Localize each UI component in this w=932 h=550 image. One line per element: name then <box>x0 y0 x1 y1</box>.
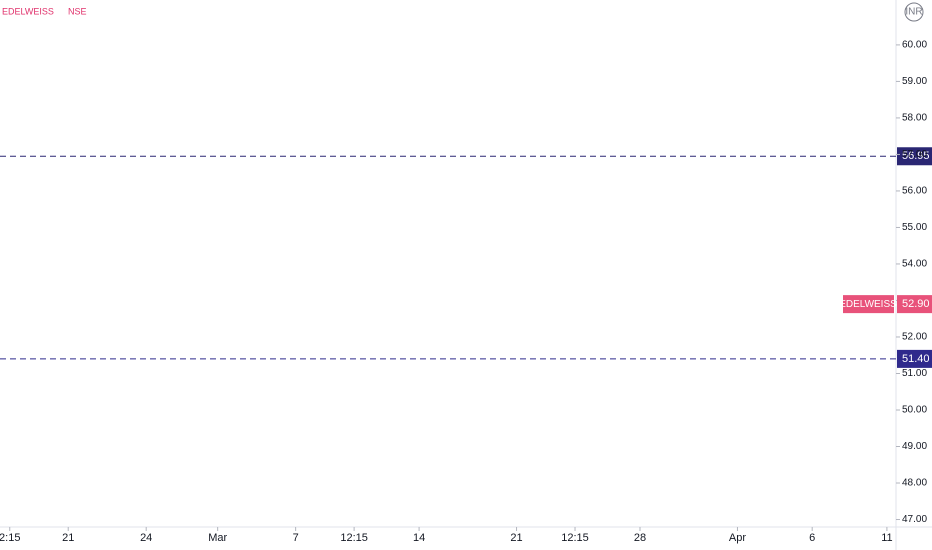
x-tick-label: 21 <box>62 532 74 544</box>
y-tick-label: 51.00 <box>902 368 927 379</box>
y-tick-label: 52.00 <box>902 332 927 343</box>
x-tick-label: 7 <box>293 532 299 544</box>
price-name: EDELWEISS <box>839 299 897 310</box>
y-tick-label: 56.00 <box>902 186 927 197</box>
symbol: EDELWEISS <box>2 6 54 16</box>
y-tick-label: 50.00 <box>902 405 927 416</box>
y-tick-label: 48.00 <box>902 478 927 489</box>
x-tick-label: 28 <box>634 532 646 544</box>
y-tick-label: 58.00 <box>902 113 927 124</box>
x-tick-label: 12:15 <box>561 532 589 544</box>
y-tick-label: 60.00 <box>902 40 927 51</box>
x-tick-label: 11 <box>881 532 892 544</box>
exchange: NSE <box>68 6 87 16</box>
price-line-label: 51.40 <box>902 353 930 365</box>
price-label: 52.90 <box>902 298 930 310</box>
y-tick-label: 57.00 <box>902 149 927 160</box>
x-tick-label: 6 <box>809 532 815 544</box>
price-line-tag <box>897 349 932 368</box>
y-tick-label: 55.00 <box>902 222 927 233</box>
x-tick-label: 14 <box>413 532 425 544</box>
y-tick-label: 49.00 <box>902 441 927 452</box>
price-name-tag <box>843 295 894 314</box>
x-tick-label: Apr <box>729 532 746 544</box>
currency-icon <box>904 2 924 22</box>
y-tick-label: 47.00 <box>902 514 927 525</box>
x-tick-label: Mar <box>208 532 227 544</box>
x-tick-label: 24 <box>140 532 152 544</box>
currency: INR <box>905 7 922 18</box>
price-line-tag <box>897 147 932 166</box>
price-line-label: 56.95 <box>902 150 930 162</box>
y-tick-label: 54.00 <box>902 259 927 270</box>
y-tick-label: 59.00 <box>902 76 927 87</box>
x-tick-label: 2:15 <box>0 532 20 544</box>
x-tick-label: 12:15 <box>340 532 368 544</box>
price-tag <box>897 295 932 314</box>
x-tick-label: 21 <box>510 532 522 544</box>
